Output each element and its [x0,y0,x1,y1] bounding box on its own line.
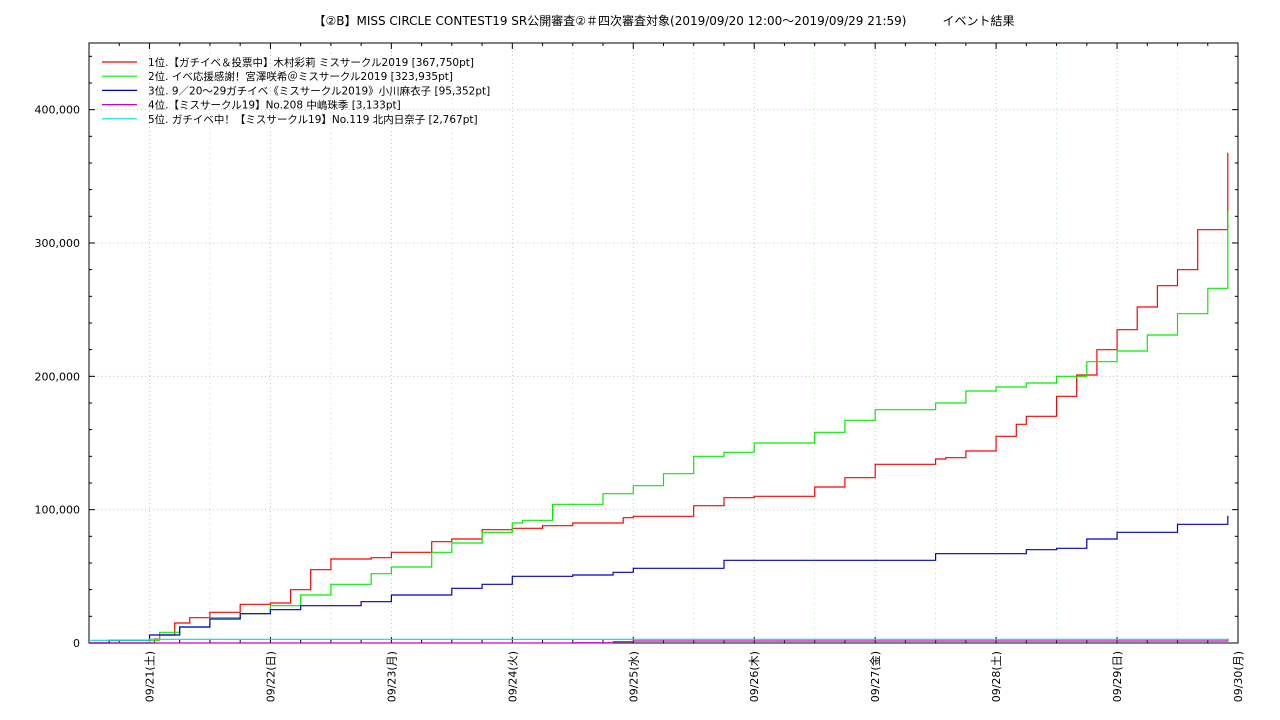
legend: 1位.【ガチイベ＆投票中】木村彩莉 ミスサークル2019 [367,750pt]… [102,56,490,126]
x-tick-label: 09/24(火) [506,651,519,702]
x-tick-label: 09/28(土) [990,651,1003,702]
axes: 0 100,000 200,000 300,000 400,000 09/21(土) 09/… [35,42,1245,702]
series-line-4 [89,638,1229,644]
series-line-1 [89,152,1229,644]
series-line-3 [89,515,1229,644]
x-tick-label: 09/27(金) [868,651,882,702]
x-tick-label: 09/22(日) [264,651,277,702]
plot-frame [88,42,1239,644]
chart-title: 【②B】MISS CIRCLE CONTEST19 SR公開審査②＃四次審査対象… [314,13,1015,28]
legend-label-3: 3位. 9／20～29ガチイベ《ミスサークル2019》小川麻衣子 [95,352… [148,84,490,97]
legend-label-4: 4位.【ミスサークル19】No.208 中嶋珠季 [3,133pt] [148,99,401,112]
y-tick-label: 100,000 [35,504,81,517]
x-tick-label: 09/30(月) [1232,651,1245,702]
x-tick-label: 09/29(日) [1111,651,1124,702]
y-tick-label: 200,000 [35,370,81,383]
series-line-2 [89,211,1229,644]
legend-label-1: 1位.【ガチイベ＆投票中】木村彩莉 ミスサークル2019 [367,750pt] [148,56,474,69]
x-tick-label: 09/25(水) [627,651,640,702]
y-tick-label: 300,000 [35,237,81,250]
legend-label-5: 5位. ガチイベ中！【ミスサークル19】No.119 北内日奈子 [2,767p… [148,113,478,126]
series-line-5 [89,638,1228,641]
y-tick-label: 400,000 [35,104,81,117]
y-tick-label: 0 [73,637,80,650]
legend-label-2: 2位. イベ応援感謝！宮澤咲希＠ミスサークル2019 [323,935pt] [148,70,453,83]
x-tick-label: 09/26(木) [748,651,761,702]
grid [88,43,1239,643]
series-lines [89,152,1229,644]
x-tick-label: 09/23(月) [385,651,398,702]
x-tick-label: 09/21(土) [143,651,156,702]
